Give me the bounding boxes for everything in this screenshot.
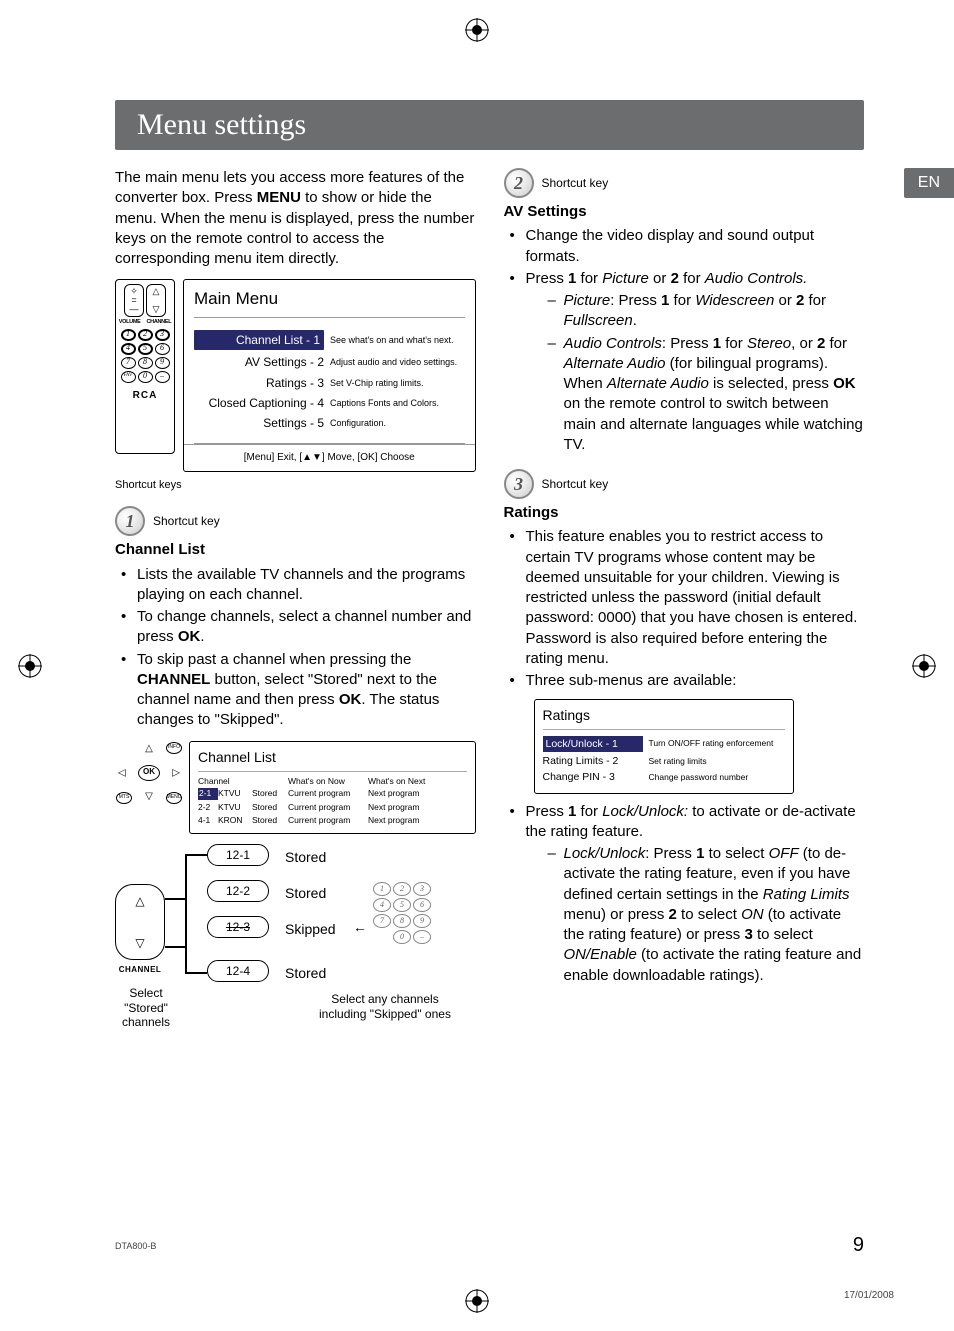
ratings-bullet: Press 1 for Lock/Unlock: to activate or … [506,802,865,986]
shortcut-1-label: Shortcut key [153,513,220,529]
page-title: Menu settings [115,100,864,150]
av-sub-bullet: Audio Controls: Press 1 for Stereo, or 2… [546,334,865,456]
channel-list-bullet: Lists the available TV channels and the … [117,565,476,606]
channel-list-bullet: To skip past a channel when pressing the… [117,650,476,731]
stored-skipped-diagram: △▽CHANNEL 12-1 12-2 12-3 12-4 Stored Sto… [115,852,476,1042]
intro-text: The main menu lets you access more featu… [115,168,476,269]
channel-list-screenshot: Channel List ChannelWhat's on NowWhat's … [189,741,476,835]
remote-dpad-diagram: △ ▽ ◁ ▷ OK INFO MTS MENU [115,741,183,805]
shortcut-keys-caption: Shortcut keys [115,478,476,493]
channel-list-bullet: To change channels, select a channel num… [117,607,476,648]
av-settings-heading: AV Settings [504,202,865,222]
print-mark-icon [18,654,42,678]
av-bullet: Change the video display and sound outpu… [506,226,865,267]
rca-logo: RCA [133,389,158,403]
ratings-screenshot: Ratings Lock/Unlock - 1Turn ON/OFF ratin… [534,699,794,793]
diagram-caption-left: Select"Stored"channels [111,986,181,1029]
ratings-bullet: Three sub-menus are available: [506,671,865,691]
page-number: 9 [853,1234,864,1257]
channel-list-heading: Channel List [115,540,476,560]
shortcut-1-icon: 1 [115,506,145,536]
shortcut-3-icon: 3 [504,469,534,499]
ratings-heading: Ratings [504,503,865,523]
footer-model: DTA800-B [115,1241,156,1251]
ratings-bullet: This feature enables you to restrict acc… [506,527,865,669]
main-menu-screenshot: Main Menu Channel List - 1See what's on … [183,279,476,471]
av-sub-bullet: Picture: Press 1 for Widescreen or 2 for… [546,291,865,332]
print-mark-icon [465,18,489,42]
print-mark-icon [465,1289,489,1313]
shortcut-3-label: Shortcut key [542,476,609,492]
print-mark-icon [912,654,936,678]
remote-diagram: ✧=— △ ▽ VOLUMECHANNEL 1 2 3 4 5 6 7 8 9 [115,279,175,454]
language-tab: EN [904,168,954,198]
footer-date: 17/01/2008 [844,1290,894,1301]
ratings-sub-bullet: Lock/Unlock: Press 1 to select OFF (to d… [546,844,865,986]
shortcut-2-label: Shortcut key [542,175,609,191]
shortcut-2-icon: 2 [504,168,534,198]
av-bullet: Press 1 for Picture or 2 for Audio Contr… [506,269,865,455]
diagram-caption-right: Select any channelsincluding "Skipped" o… [305,992,465,1021]
